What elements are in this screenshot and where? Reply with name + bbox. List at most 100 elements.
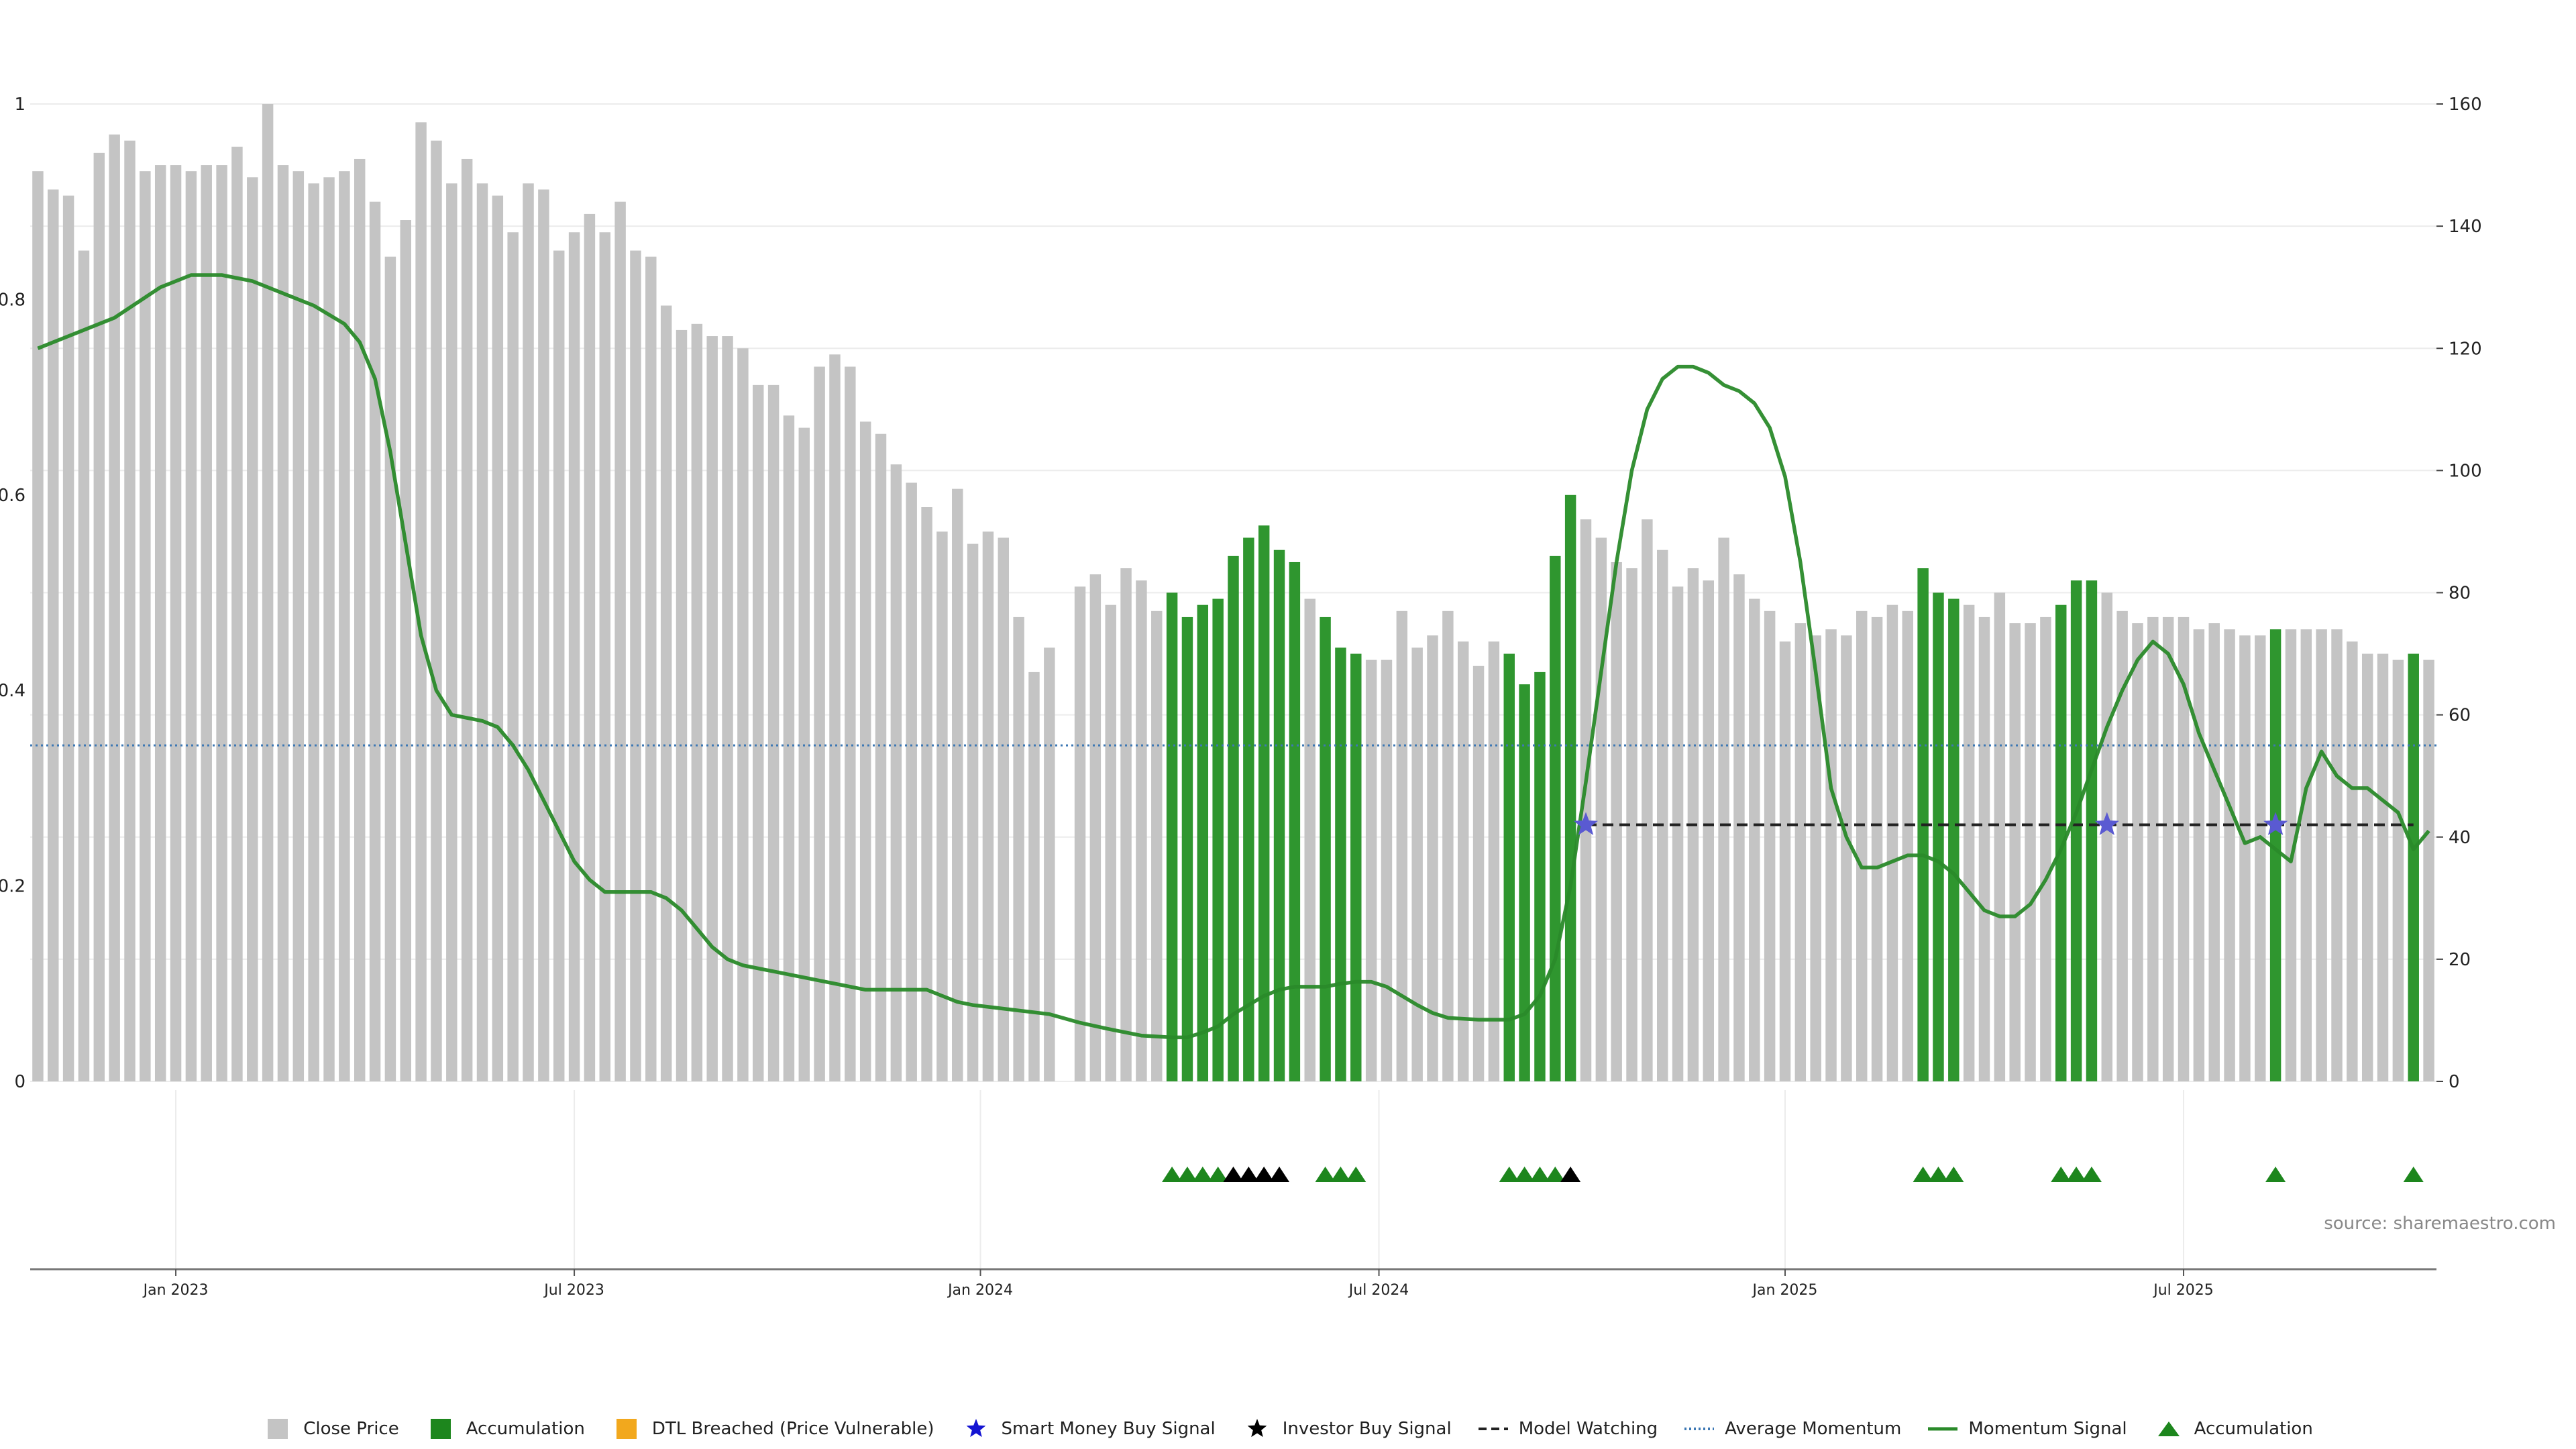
close-price-bar [1672,586,1684,1081]
close-price-bar [1304,598,1316,1081]
blue-star-icon [966,1419,985,1438]
close-price-bar [2423,659,2434,1081]
close-price-bar [1978,616,1990,1081]
close-price-bar [1611,561,1622,1081]
accumulation-triangle-icon [1192,1167,1213,1182]
close-price-bar [1595,537,1607,1081]
accumulation-bar [1933,592,1944,1081]
close-price-bar [185,171,197,1082]
close-price-bar [906,482,917,1081]
accumulation-bar [1335,647,1346,1081]
right-axis-tick-label: 80 [2449,584,2471,604]
x-axis-tick-label: Jul 2025 [2152,1282,2214,1299]
close-price-bar [645,256,657,1081]
close-price-bar [952,488,963,1081]
close-price-bar [262,104,274,1081]
accumulation-triangle-icon [1162,1167,1183,1182]
accumulation-bar [1350,653,1362,1081]
black-star-icon [1247,1419,1267,1438]
close-price-bar [1074,586,1086,1081]
accumulation-triangle-icon [1208,1167,1228,1182]
dashed-line-icon [1478,1428,1508,1430]
signal-overlays [30,273,2436,1040]
close-price-bar [400,220,411,1081]
close-price-bar [722,336,733,1082]
accumulation-triangle-icon [2051,1167,2072,1182]
accumulation-triangle-icon [1943,1167,1964,1182]
dotted-line-icon [1684,1428,1715,1430]
close-price-bar [446,183,458,1082]
close-price-bar [553,250,565,1081]
accumulation-bar [1534,672,1546,1081]
accumulation-bar [1550,555,1561,1081]
close-price-bar [476,183,488,1082]
accumulation-bar [2269,629,2282,1081]
right-axis-tick-label: 120 [2449,339,2482,359]
close-price-bar [1013,616,1024,1081]
close-price-bar [1703,580,1714,1081]
close-price-bar [2239,635,2251,1081]
investor-triangle-icon [1269,1167,1290,1182]
close-price-bar [216,165,227,1081]
accumulation-bar [1212,598,1224,1081]
right-axis-tick-label: 0 [2449,1072,2460,1092]
dtl-swatch-icon [616,1419,637,1439]
accumulation-bar [1166,592,1178,1081]
close-price-bar [1136,580,1147,1081]
x-axis-tick-label: Jul 2024 [1348,1282,1409,1299]
legend-item-momentum-signal: Momentum Signal [1928,1419,2127,1439]
close-price-bar [845,366,856,1081]
close-price-bar [1427,635,1438,1081]
close-price-bar [492,195,504,1081]
accumulation-bar [1181,616,1193,1081]
left-axis-tick-label: 0 [14,1072,25,1092]
close-price-bar [1642,519,1653,1081]
legend-item-smart-money: Smart Money Buy Signal [961,1419,1216,1439]
close-price-bar [753,384,764,1082]
close-price-bar [706,336,718,1082]
close-price-bar [1442,610,1454,1081]
close-price-bar [1718,537,1729,1081]
close-price-bar [2147,616,2159,1081]
right-axis-tick-label: 40 [2449,828,2471,848]
accumulation-bar [1289,561,1301,1081]
close-price-bar [614,201,626,1082]
left-axis-tick-label: 0.6 [0,486,25,506]
close-price-bar [936,531,948,1081]
close-price-bar [323,177,335,1081]
close-price-bar [1825,629,1837,1081]
accumulation-bar [1258,525,1270,1081]
close-price-bar [584,213,596,1082]
close-price-bar [2224,629,2235,1081]
close-price-bar [1381,659,1393,1081]
accumulation-bar [1503,653,1515,1081]
accumulation-triangle-icon [1928,1167,1949,1182]
axes: 0 0.2 0.4 0.6 0.8 1 0 20 40 60 80 100 120 140 160 Jan 2… [0,95,2482,1299]
accumulation-bar [2070,580,2082,1081]
x-axis-tick-label: Jan 2023 [142,1282,209,1299]
accumulation-triangle-icon [1346,1167,1366,1182]
x-axis-tick-label: Jan 2024 [947,1282,1013,1299]
close-price-bar [231,146,243,1081]
accumulation-bar [1564,494,1576,1081]
legend: Close Price Accumulation DTL Breached (P… [0,1415,2576,1442]
close-price-bar [967,543,979,1081]
close-price-bar [2300,629,2312,1081]
accumulation-triangle-icon [2081,1167,2102,1182]
close-price-bar [921,507,932,1081]
legend-label: Investor Buy Signal [1282,1419,1452,1439]
x-axis-tick-label: Jul 2023 [543,1282,604,1299]
legend-label: Close Price [303,1419,399,1439]
investor-triangle-icon [1254,1167,1275,1182]
close-price-bar [308,183,319,1082]
close-price-bar [1841,635,1852,1081]
close-price-bar [1365,659,1377,1081]
close-price-bar [154,165,166,1081]
close-price-bar [1810,635,1821,1081]
close-price-bar [1411,647,1423,1081]
close-price-bar [384,256,396,1081]
accumulation-triangle-icon [1514,1167,1535,1182]
close-price-bar [1764,610,1776,1081]
legend-item-investor: Investor Buy Signal [1242,1419,1452,1439]
accumulation-triangle-icon [2066,1167,2087,1182]
